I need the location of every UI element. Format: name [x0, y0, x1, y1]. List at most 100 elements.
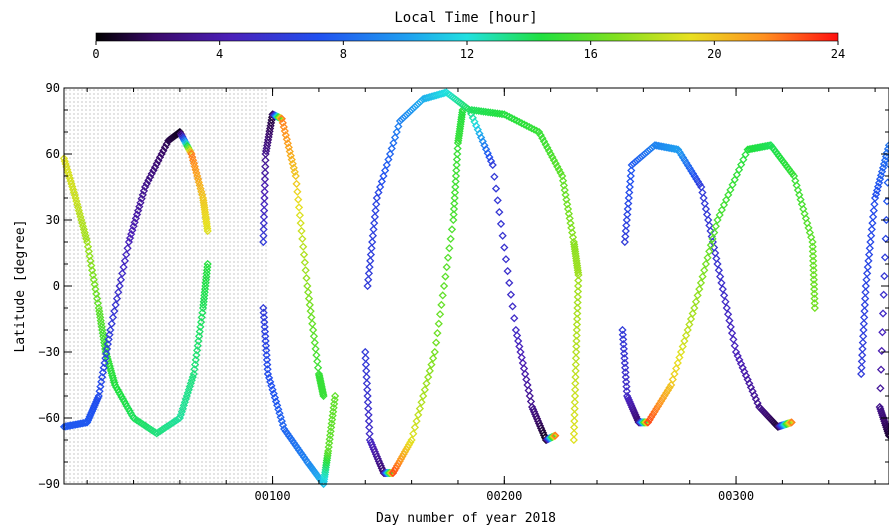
data-point	[105, 330, 114, 339]
data-point	[570, 417, 579, 426]
data-point	[293, 187, 302, 196]
data-point	[194, 178, 204, 187]
data-point	[629, 406, 638, 416]
data-point	[364, 269, 374, 278]
data-point	[479, 107, 488, 116]
data-point	[309, 325, 318, 335]
data-point	[857, 363, 866, 372]
data-point	[280, 126, 289, 136]
data-point	[287, 155, 296, 164]
data-point	[452, 160, 461, 170]
data-point	[571, 247, 580, 256]
data-point	[104, 335, 113, 344]
data-point	[650, 407, 659, 416]
data-point	[395, 457, 404, 466]
data-point	[572, 259, 581, 268]
data-point	[119, 263, 128, 272]
data-point	[364, 417, 374, 426]
data-point	[399, 450, 408, 459]
y-tick-label: 90	[46, 81, 60, 95]
data-point	[307, 313, 316, 322]
data-point	[201, 215, 211, 224]
data-point	[810, 289, 819, 298]
data-point	[276, 413, 285, 422]
data-point	[302, 274, 311, 283]
data-point	[442, 263, 451, 272]
data-point	[569, 429, 579, 438]
data-point	[197, 313, 206, 322]
data-points	[59, 88, 889, 489]
data-point	[875, 402, 884, 412]
data-point	[712, 254, 721, 263]
data-point	[680, 336, 689, 346]
data-point	[515, 342, 524, 351]
data-point	[198, 308, 207, 317]
data-point	[860, 313, 869, 322]
data-point	[706, 241, 716, 250]
data-point	[261, 336, 270, 346]
data-point	[808, 237, 817, 247]
data-point	[370, 212, 379, 221]
data-point	[711, 222, 720, 231]
data-point	[626, 399, 635, 408]
data-point	[78, 222, 88, 231]
data-point	[97, 377, 106, 386]
data-point	[260, 318, 269, 327]
data-point	[700, 199, 709, 208]
data-point	[199, 198, 208, 207]
data-point	[620, 349, 629, 358]
data-point	[263, 365, 272, 374]
data-point	[668, 375, 677, 384]
data-point	[199, 200, 209, 210]
data-point	[570, 240, 579, 249]
data-point	[115, 281, 124, 291]
data-point	[279, 122, 288, 132]
data-point	[300, 258, 309, 267]
data-point	[439, 281, 449, 291]
data-point	[859, 319, 868, 328]
data-point	[126, 409, 135, 418]
data-point	[81, 418, 90, 427]
data-point	[364, 404, 373, 413]
data-point	[449, 204, 459, 214]
data-point	[450, 193, 459, 203]
data-point	[512, 331, 522, 340]
data-point	[77, 215, 86, 225]
data-point	[470, 106, 479, 115]
data-point	[325, 435, 334, 444]
data-point	[623, 393, 633, 403]
data-point	[549, 156, 559, 165]
colorbar-tick-label: 8	[340, 47, 347, 61]
data-point	[200, 208, 210, 217]
data-point	[622, 215, 631, 225]
data-point	[120, 397, 129, 406]
data-point	[483, 108, 493, 117]
data-point	[384, 155, 393, 164]
data-point	[625, 188, 634, 197]
data-point	[861, 294, 870, 303]
data-point	[73, 200, 82, 209]
data-point	[508, 302, 517, 311]
data-point	[627, 403, 637, 412]
data-point	[524, 386, 533, 395]
data-point	[96, 382, 105, 391]
colorbar-tick-label: 16	[583, 47, 597, 61]
data-point	[519, 364, 529, 373]
data-point	[573, 263, 582, 273]
data-point	[883, 144, 889, 154]
data-point	[192, 168, 201, 177]
data-point	[663, 386, 672, 395]
data-point	[113, 385, 122, 394]
colorbar	[95, 32, 839, 42]
data-point	[417, 398, 426, 407]
data-point	[623, 391, 632, 401]
data-point	[696, 278, 706, 287]
colorbar-ticks: 0 4 8 12 16 20 24	[92, 41, 845, 61]
data-point	[881, 234, 889, 243]
data-point	[879, 290, 888, 299]
data-point	[285, 147, 294, 156]
x-tick-label: 00100	[255, 489, 291, 503]
data-point	[628, 405, 638, 414]
data-point	[569, 435, 578, 445]
colorbar-title: Local Time [hour]	[394, 10, 537, 26]
